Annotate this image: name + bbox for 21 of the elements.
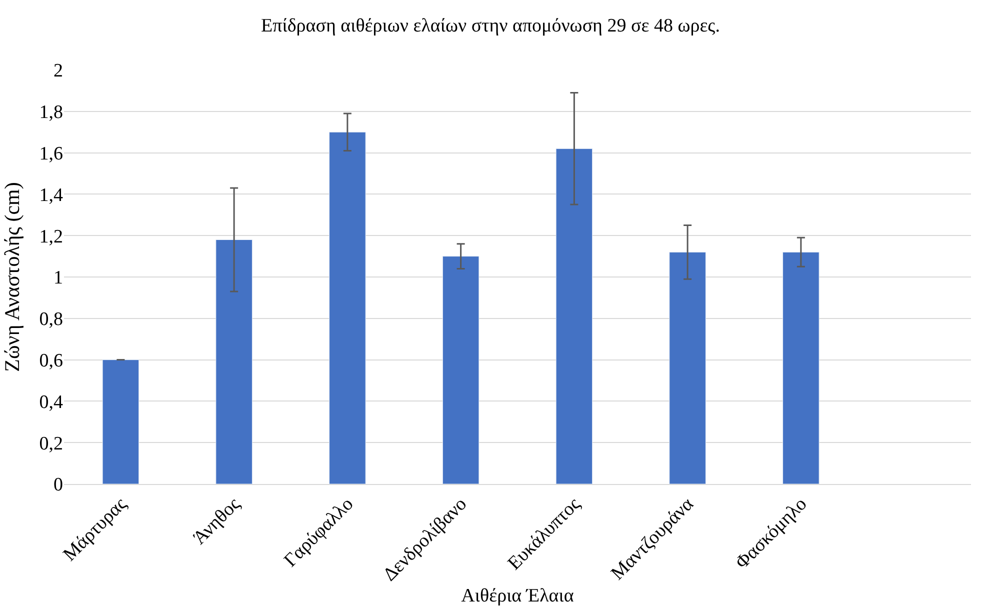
y-tick-label: 1,6 <box>39 143 63 164</box>
y-tick-label: 1 <box>54 268 63 289</box>
bar <box>442 256 480 484</box>
y-tick-label: 1,8 <box>39 102 63 124</box>
chart-title: Επίδραση αιθέριων ελαίων στην απομόνωση 29 σε 48 ωρες. <box>261 16 720 37</box>
bar <box>102 360 140 484</box>
y-tick-label: 0,2 <box>39 433 63 454</box>
bar <box>556 148 593 484</box>
bar <box>216 239 252 484</box>
bar <box>669 252 706 484</box>
y-tick-label: 2 <box>54 60 63 82</box>
y-tick-label: 0,8 <box>39 309 63 330</box>
y-tick-label: 0,4 <box>39 392 64 413</box>
y-tick-label: 0,6 <box>39 350 63 372</box>
y-tick-label: 1,2 <box>39 226 63 248</box>
y-axis-title: Ζώνη Αναστολής (cm) <box>0 182 24 372</box>
x-axis-title: Αιθέρια Έλαια <box>461 585 574 606</box>
y-tick-label: 1,4 <box>39 184 64 206</box>
bar <box>329 132 366 484</box>
bar <box>782 252 820 484</box>
y-tick-label: 0 <box>54 474 63 496</box>
